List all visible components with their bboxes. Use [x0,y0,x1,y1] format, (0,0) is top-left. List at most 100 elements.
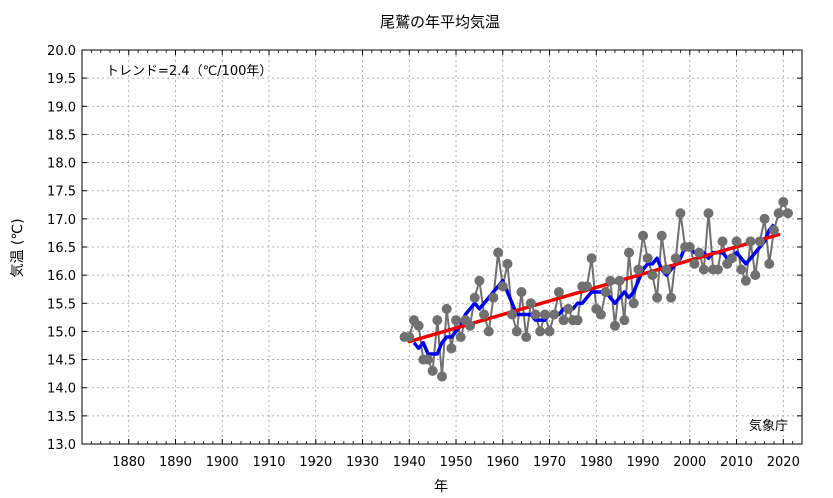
annual-point [656,230,667,241]
annual-point [726,253,737,264]
y-tick-label: 16.0 [47,269,76,284]
annual-point [633,264,644,275]
trend-line [407,232,781,344]
annual-point [624,247,635,258]
annual-point [675,208,686,219]
annual-point [614,275,625,286]
annual-point [736,264,747,275]
annual-point [768,225,779,236]
annual-point [712,264,723,275]
annual-point [638,230,649,241]
annual-point [525,298,536,309]
annual-point [666,292,677,303]
x-tick-label: 2000 [673,455,706,470]
y-tick-label: 17.0 [47,213,76,228]
annual-point [521,332,532,343]
y-tick-label: 15.0 [47,325,76,340]
annual-point [731,236,742,247]
annual-point [553,287,564,298]
x-tick-label: 1890 [159,455,192,470]
annual-point [600,287,611,298]
annual-point [483,326,494,337]
annual-point [558,315,569,326]
annual-point [782,208,793,219]
annual-point [563,303,574,314]
annual-point [689,258,700,269]
annual-point [754,236,765,247]
annual-point [479,309,490,320]
annual-point [441,303,452,314]
x-tick-label: 2020 [767,455,800,470]
annual-point [507,309,518,320]
annual-point [628,298,639,309]
annual-point [488,292,499,303]
annual-point [469,292,480,303]
annual-point [745,236,756,247]
y-tick-label: 20.0 [47,44,76,59]
y-tick-label: 13.5 [47,410,76,425]
y-tick-label: 14.0 [47,382,76,397]
annual-point [422,354,433,365]
y-axis-label: 気温 (℃) [10,218,26,277]
annual-point [572,315,583,326]
annual-point [652,292,663,303]
annual-point [451,315,462,326]
annual-point [694,247,705,258]
annual-point [759,213,770,224]
annual-point [432,315,443,326]
annual-point [539,309,550,320]
x-tick-label: 1920 [299,455,332,470]
y-tick-label: 18.0 [47,157,76,172]
x-tick-label: 1900 [206,455,239,470]
annual-point [750,270,761,281]
source-label: 気象庁 [749,418,788,434]
y-tick-label: 16.5 [47,241,76,256]
annual-point [619,315,630,326]
annual-point [465,320,476,331]
annual-point [670,253,681,264]
annual-point [455,332,466,343]
annual-point [740,275,751,286]
y-tick-label: 13.0 [47,438,76,453]
annual-point [717,236,728,247]
annual-point [586,253,597,264]
annual-point [778,196,789,207]
annual-point [549,309,560,320]
data-series [399,196,793,382]
axis-ticks: 13.0 13.5 14.0 14.5 15.0 15.5 16.0 16.5 17.0 17.5… [47,44,803,470]
x-tick-label: 1960 [486,455,519,470]
y-tick-label: 18.5 [47,128,76,143]
annual-point [581,281,592,292]
annual-point [642,253,653,264]
annual-point [404,332,415,343]
annual-point [703,208,714,219]
x-tick-label: 1930 [346,455,379,470]
annual-point [493,247,504,258]
annual-point [530,309,541,320]
annual-point [609,320,620,331]
x-tick-label: 1950 [439,455,472,470]
annual-point [544,326,555,337]
annual-point [502,258,513,269]
y-tick-label: 17.5 [47,185,76,200]
annual-point [684,242,695,252]
x-tick-label: 1990 [626,455,659,470]
annual-point [437,371,447,382]
annual-point [647,270,658,281]
y-tick-label: 14.5 [47,354,76,369]
annual-point [474,275,485,286]
x-tick-label: 1970 [533,455,566,470]
annual-point [516,287,527,298]
annual-point [497,281,508,292]
y-tick-label: 19.0 [47,100,76,115]
x-axis-label: 年 [434,479,448,495]
annual-point [413,320,424,331]
annual-point [605,275,616,286]
x-tick-label: 1940 [393,455,426,470]
annual-point [427,365,438,376]
annual-point [773,208,784,219]
annual-point [764,258,775,269]
grid-lines [82,49,802,445]
y-tick-label: 19.5 [47,72,76,87]
